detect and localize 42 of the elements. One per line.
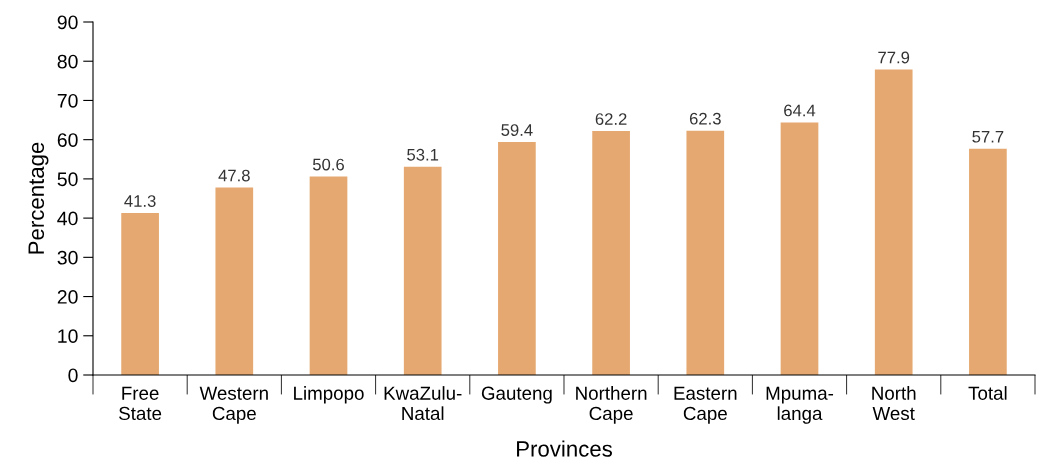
y-tick-label: 10 [58, 329, 78, 344]
bar [403, 166, 442, 375]
bar [215, 187, 254, 375]
data-label: 64.4 [784, 104, 816, 117]
y-tick-label: 50 [57, 172, 78, 187]
x-tick-label: North West [872, 386, 916, 421]
x-tick-label: KwaZulu- Natal [384, 386, 462, 421]
bar [686, 130, 725, 375]
x-axis-title: Provinces [517, 440, 612, 457]
y-tick-label: 70 [57, 93, 78, 108]
bar [874, 69, 913, 375]
data-label: 57.7 [972, 130, 1004, 143]
data-label: 62.2 [595, 113, 627, 125]
y-tick-label: 40 [57, 211, 78, 226]
y-axis-title: Percentage [28, 142, 49, 254]
x-tick-label: Gauteng [481, 386, 552, 404]
data-label: 47.8 [218, 169, 250, 182]
data-label: 77.9 [878, 51, 910, 64]
bar [969, 148, 1007, 375]
bar [780, 122, 819, 375]
x-tick-label: Northern Cape [576, 386, 647, 424]
data-label: 41.3 [124, 195, 156, 207]
x-tick-label: Limpopo [294, 386, 364, 404]
y-tick-label: 0 [68, 368, 78, 383]
data-label: 53.1 [407, 148, 439, 161]
x-tick-label: Mpuma- langa [766, 386, 834, 424]
x-tick-label: Free State [119, 386, 162, 421]
y-tick-label: 20 [57, 290, 78, 304]
bar [309, 176, 348, 375]
bar [121, 213, 159, 375]
data-label: 59.4 [501, 124, 533, 136]
bar [498, 142, 536, 375]
x-tick-label: Total [968, 386, 1007, 400]
data-label: 62.3 [689, 112, 721, 125]
y-tick-label: 80 [57, 54, 78, 69]
y-tick-label: 90 [57, 15, 78, 30]
x-tick-label: Eastern Cape [674, 386, 737, 424]
y-tick-label: 30 [57, 250, 78, 265]
bar [592, 131, 630, 375]
y-tick-label: 60 [57, 133, 78, 147]
data-label: 50.6 [312, 158, 344, 171]
x-tick-label: Western Cape [199, 386, 268, 424]
